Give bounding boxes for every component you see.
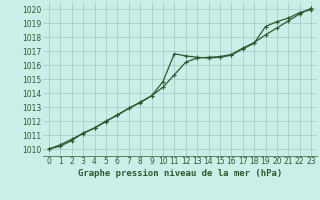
X-axis label: Graphe pression niveau de la mer (hPa): Graphe pression niveau de la mer (hPa) [78,169,282,178]
